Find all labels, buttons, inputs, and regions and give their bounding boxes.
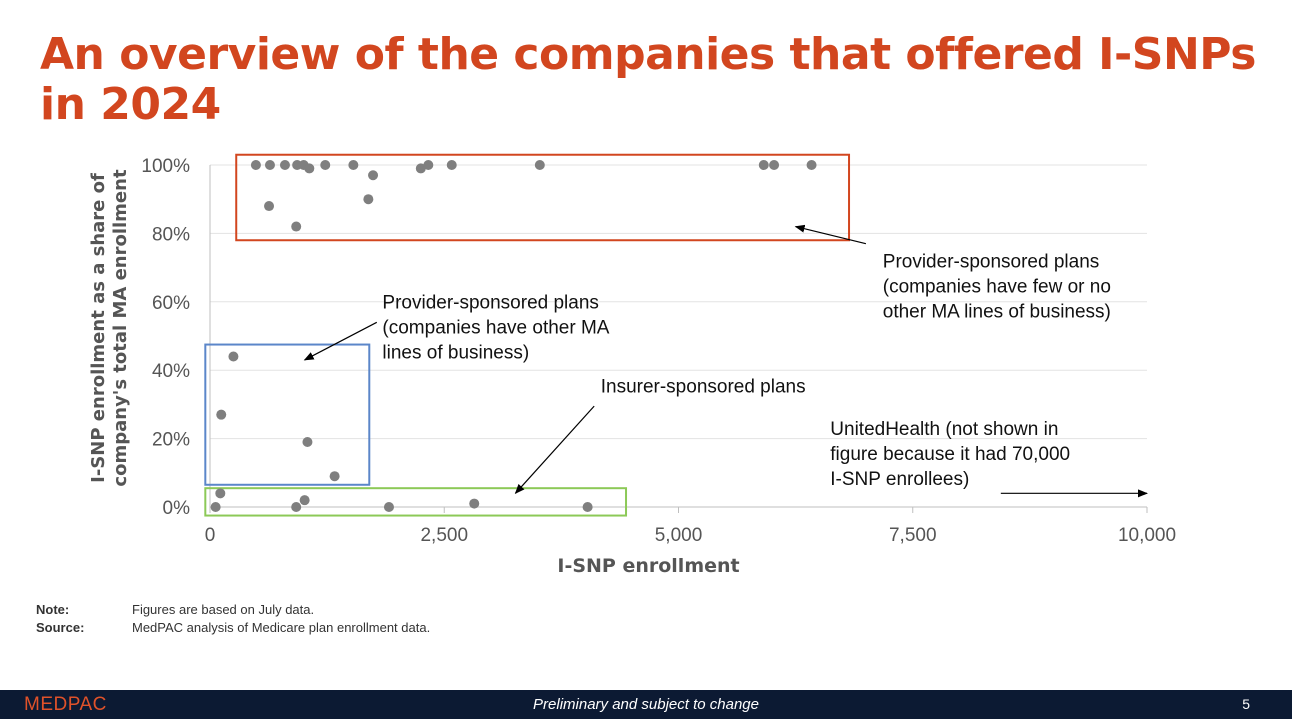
data-point	[469, 498, 480, 509]
data-point	[291, 221, 302, 232]
source-label: Source:	[36, 619, 85, 635]
source-text: MedPAC analysis of Medicare plan enrollm…	[132, 619, 431, 635]
axis-labels: 0% 20% 40% 60% 80% 100% 0 2,500 5,000 7,500 10,000…	[88, 156, 1176, 577]
y-tick-label: 0%	[163, 498, 191, 519]
annotation-boxes	[204, 153, 851, 517]
footer-bar: MEDPAC Preliminary and subject to change…	[0, 690, 1292, 719]
x-tick-label: 5,000	[655, 525, 703, 546]
data-point	[320, 160, 331, 170]
data-point	[423, 160, 434, 170]
notes: Note: Figures are based on July data. So…	[36, 600, 430, 636]
annotations: Provider-sponsored plans (companies have …	[303, 224, 1148, 498]
annotation-text-unitedhealth: UnitedHealth (not shown in figure because…	[830, 419, 1070, 490]
y-axis-title-line-1: I-SNP enrollment as a share of	[88, 173, 109, 483]
annotation-line: lines of business)	[382, 343, 529, 364]
data-point	[415, 163, 426, 174]
data-point	[363, 194, 374, 205]
x-tick-label: 7,500	[889, 525, 937, 546]
annotation-arrow-insurer	[514, 405, 595, 495]
data-point	[304, 163, 315, 174]
annotation-box-insurer	[204, 487, 628, 517]
data-point	[264, 160, 275, 170]
gridlines	[210, 164, 1147, 440]
annotation-line: Provider-sponsored plans	[382, 293, 599, 314]
annotation-box-provider-few	[235, 153, 851, 242]
data-point	[210, 502, 221, 512]
data-point	[348, 160, 359, 170]
data-point	[329, 471, 340, 482]
data-point	[383, 502, 394, 512]
data-point	[250, 160, 261, 170]
y-tick-label: 60%	[152, 293, 190, 314]
data-point	[302, 437, 313, 448]
annotation-arrow-provider-few	[794, 224, 867, 245]
data-point	[806, 160, 817, 170]
data-point	[582, 502, 593, 512]
y-tick-label: 100%	[141, 156, 190, 177]
data-point	[758, 160, 769, 170]
annotation-line: Provider-sponsored plans	[883, 252, 1100, 273]
data-point	[368, 170, 379, 181]
data-point	[215, 488, 226, 499]
annotation-text-provider-few: Provider-sponsored plans (companies have …	[883, 252, 1111, 323]
page-number: 5	[1242, 696, 1250, 712]
data-point	[769, 160, 780, 170]
page-title: An overview of the companies that offere…	[40, 29, 1256, 130]
note-text: Figures are based on July data.	[132, 601, 315, 617]
y-tick-label: 80%	[152, 224, 190, 245]
data-point	[446, 160, 457, 170]
x-tick-label: 10,000	[1118, 525, 1176, 546]
annotation-arrow-provider-other	[303, 321, 378, 361]
note-label: Note:	[36, 601, 70, 617]
medpac-logo: MEDPAC	[24, 694, 107, 715]
data-point	[228, 351, 239, 362]
y-tick-label: 40%	[152, 361, 190, 382]
annotation-line: UnitedHealth (not shown in	[830, 419, 1058, 440]
x-tick-label: 2,500	[420, 525, 468, 546]
x-tick-label: 0	[205, 525, 216, 546]
data-points	[210, 160, 817, 512]
footer-disclaimer: Preliminary and subject to change	[533, 696, 759, 713]
y-tick-label: 20%	[152, 430, 190, 451]
data-point	[216, 409, 227, 420]
scatter-chart: Provider-sponsored plans (companies have …	[88, 153, 1176, 577]
annotation-line: other MA lines of business)	[883, 302, 1111, 323]
annotation-line: Insurer-sponsored plans	[601, 376, 806, 397]
data-point	[279, 160, 290, 170]
annotation-text-provider-other: Provider-sponsored plans (companies have …	[382, 293, 609, 364]
annotation-line: (companies have other MA	[382, 318, 609, 339]
annotation-line: (companies have few or no	[883, 277, 1111, 298]
data-point	[299, 495, 310, 506]
axes	[209, 165, 1148, 513]
annotation-line: figure because it had 70,000	[830, 444, 1070, 465]
annotation-line: I-SNP enrollees)	[830, 469, 969, 490]
x-axis-title: I-SNP enrollment	[557, 555, 739, 577]
data-point	[264, 201, 275, 212]
data-point	[534, 160, 545, 170]
y-axis-title-line-2: company's total MA enrollment	[110, 169, 131, 487]
annotation-text-insurer: Insurer-sponsored plans	[601, 376, 806, 397]
data-point	[291, 502, 302, 512]
annotation-box-provider-other	[204, 343, 371, 486]
